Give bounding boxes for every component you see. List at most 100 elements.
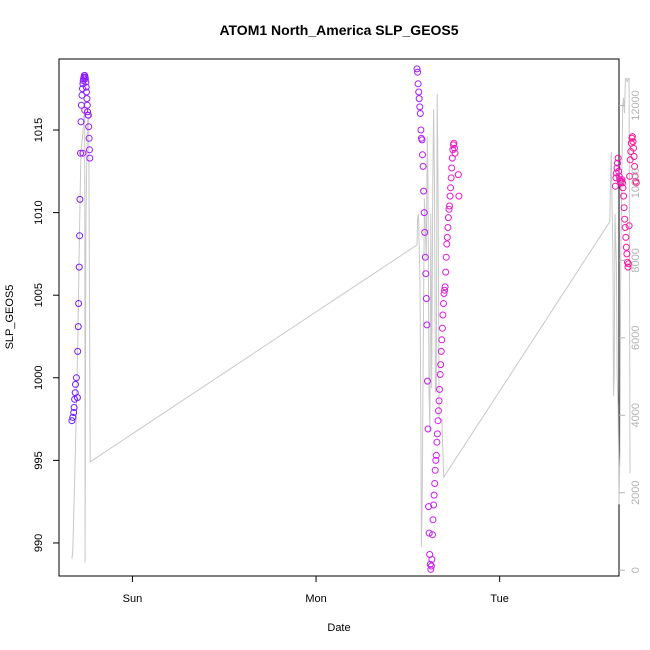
data-point <box>69 413 77 421</box>
plot-frame <box>58 58 620 577</box>
data-point <box>440 300 447 307</box>
data-point <box>416 103 424 111</box>
y-left-tick-label: 1000 <box>33 366 45 390</box>
data-point <box>439 311 447 319</box>
data-point <box>444 224 452 231</box>
chart-title: ATOM1 North_America SLP_GEOS5 <box>219 22 458 38</box>
data-point <box>624 263 632 271</box>
data-point <box>74 347 82 355</box>
y-right-tick-label: 12000 <box>630 90 642 121</box>
data-point <box>631 172 639 180</box>
data-point <box>75 263 83 271</box>
data-point <box>442 268 450 276</box>
data-point <box>435 397 443 405</box>
y-axis-left: 990 995 1000 1005 1010 1015 <box>33 118 59 552</box>
data-point <box>84 111 92 119</box>
data-point <box>416 110 424 117</box>
data-point <box>623 250 631 258</box>
x-tick-label: Sun <box>123 593 143 605</box>
y-axis-right: 0 2000 4000 6000 8000 10000 12000 <box>619 90 642 573</box>
y-left-tick-label: 1010 <box>33 200 45 224</box>
x-tick-label: Tue <box>490 593 509 605</box>
data-point <box>450 139 458 147</box>
data-point <box>415 95 423 103</box>
data-point <box>441 283 449 291</box>
y-axis-label: SLP_GEOS5 <box>4 285 16 350</box>
data-point <box>436 385 444 393</box>
data-point <box>418 136 426 144</box>
y-left-tick-label: 995 <box>33 451 45 469</box>
data-point <box>81 75 89 83</box>
data-point <box>83 95 91 103</box>
data-point <box>426 560 434 568</box>
data-point <box>443 233 451 241</box>
y-right-tick-label: 6000 <box>630 326 642 350</box>
data-point <box>424 377 431 385</box>
data-point <box>451 149 459 157</box>
data-point <box>83 88 90 96</box>
data-point <box>631 162 639 170</box>
data-point <box>614 154 622 162</box>
data-point <box>428 556 436 563</box>
data-point <box>434 417 442 425</box>
data-point <box>446 202 453 210</box>
data-point <box>440 290 448 297</box>
data-point <box>424 425 432 433</box>
y-left-tick-label: 1005 <box>33 283 45 307</box>
data-point <box>441 286 449 294</box>
data-point <box>619 184 627 192</box>
y-left-tick-label: 990 <box>33 534 45 552</box>
data-point <box>433 430 441 438</box>
data-point <box>77 149 84 157</box>
data-point <box>82 83 90 91</box>
data-point <box>76 195 84 203</box>
y-right-tick-label: 0 <box>630 567 642 573</box>
data-point <box>413 65 421 73</box>
data-point <box>447 184 455 192</box>
y-right-tick-label: 10000 <box>630 168 642 199</box>
y-right-tick-label: 4000 <box>630 403 642 427</box>
data-point <box>85 134 93 142</box>
data-point <box>622 233 630 241</box>
data-point <box>72 374 80 382</box>
data-point <box>85 123 93 131</box>
data-point <box>427 565 435 573</box>
data-point <box>431 480 439 487</box>
data-point <box>72 380 79 388</box>
data-point <box>420 187 428 195</box>
data-point <box>422 295 430 302</box>
data-point <box>622 243 630 251</box>
data-point <box>632 179 640 187</box>
data-point <box>81 106 89 114</box>
data-point <box>422 270 430 278</box>
x-axis: Sun Mon Tue <box>123 576 509 605</box>
data-point <box>454 171 462 179</box>
data-point <box>74 323 82 331</box>
data-point <box>435 407 442 415</box>
data-point <box>415 88 423 96</box>
data-point <box>73 394 81 402</box>
x-axis-label: Date <box>327 622 350 634</box>
data-point <box>438 324 446 332</box>
data-point <box>625 260 632 268</box>
data-point <box>427 562 435 570</box>
data-point <box>630 153 638 160</box>
data-point <box>430 501 438 509</box>
data-point <box>431 466 439 474</box>
data-point <box>448 164 456 172</box>
data-point <box>75 300 83 307</box>
data-point <box>613 164 621 172</box>
data-point <box>78 91 86 99</box>
slp-points <box>68 65 640 573</box>
data-point <box>423 321 431 329</box>
data-point <box>425 529 433 537</box>
data-point <box>442 253 450 261</box>
data-point <box>419 151 426 159</box>
data-point <box>447 174 455 182</box>
data-point <box>76 232 84 240</box>
data-point <box>620 192 628 200</box>
data-point <box>621 215 629 223</box>
data-point <box>446 192 454 200</box>
data-point <box>432 456 440 464</box>
data-point <box>421 228 429 236</box>
